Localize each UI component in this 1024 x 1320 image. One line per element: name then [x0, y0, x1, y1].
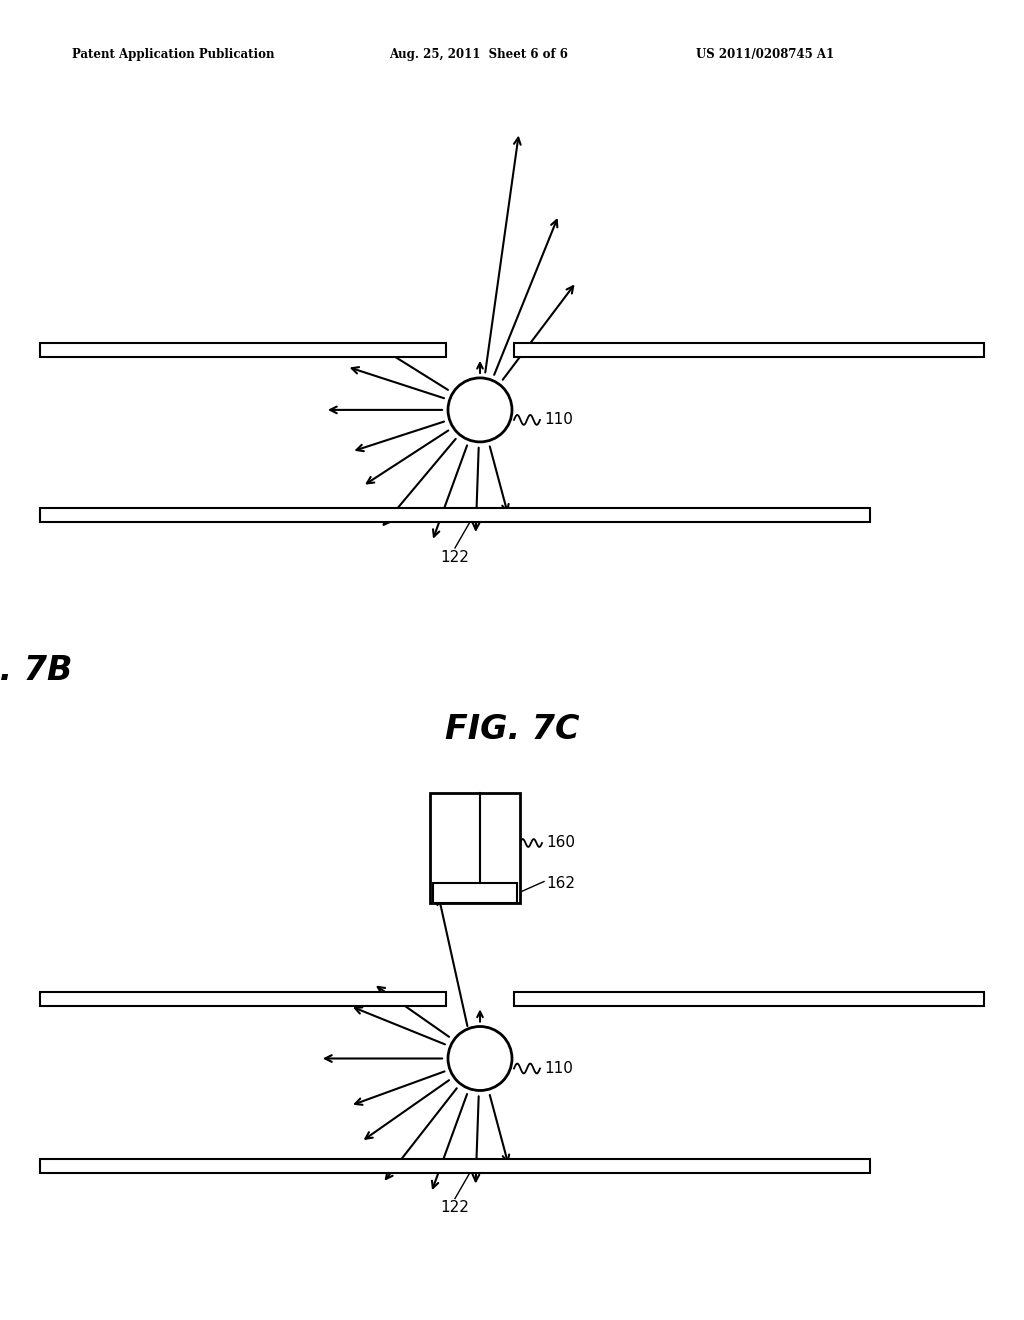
Bar [514, 991, 984, 1006]
Bar [430, 793, 520, 903]
Bar [433, 883, 517, 903]
Text: 122: 122 [440, 550, 469, 565]
Text: 122: 122 [440, 1200, 469, 1216]
Text: FIG. 7C: FIG. 7C [444, 714, 580, 747]
Bar [40, 508, 870, 521]
Bar [40, 991, 446, 1006]
Text: 110: 110 [544, 412, 572, 428]
Bar [40, 1159, 870, 1172]
Circle shape [449, 378, 512, 442]
Circle shape [449, 1027, 512, 1090]
Text: FIG. 7B: FIG. 7B [0, 655, 73, 688]
Text: Patent Application Publication: Patent Application Publication [72, 48, 274, 61]
Text: 160: 160 [546, 836, 575, 850]
Text: 162: 162 [546, 876, 575, 891]
Bar [40, 343, 446, 356]
Text: US 2011/0208745 A1: US 2011/0208745 A1 [696, 48, 835, 61]
Text: 110: 110 [544, 1061, 572, 1076]
Text: Aug. 25, 2011  Sheet 6 of 6: Aug. 25, 2011 Sheet 6 of 6 [389, 48, 568, 61]
Bar [514, 343, 984, 356]
